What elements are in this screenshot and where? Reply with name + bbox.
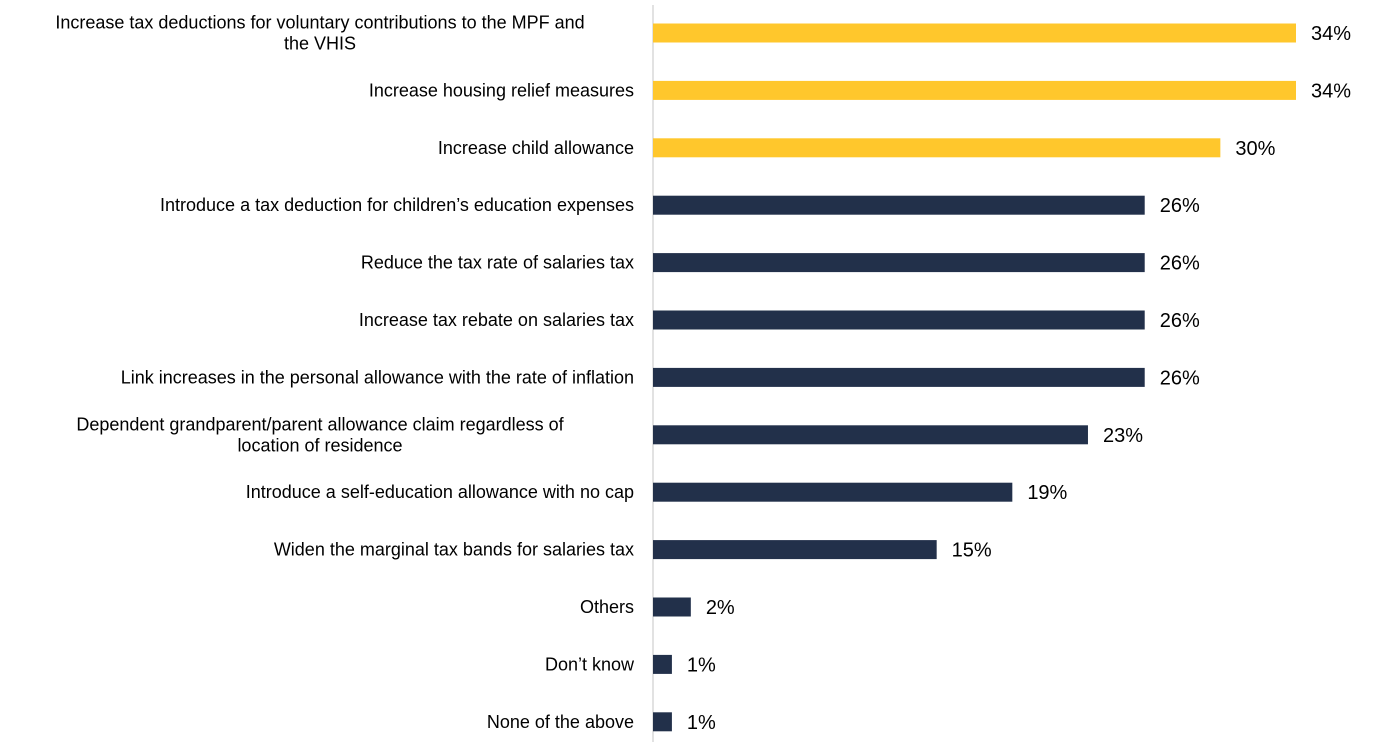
category-label-line: Don’t know bbox=[545, 654, 635, 674]
bar-7 bbox=[653, 425, 1088, 445]
value-label-0: 34% bbox=[1311, 23, 1351, 45]
value-labels-group: 34% 34% 30% 26% 26% 26% 26% 23% 19% 15% 2% 1% 1% bbox=[687, 23, 1351, 734]
category-label-line: Dependent grandparent/parent allowance c… bbox=[76, 414, 564, 434]
category-label-3: Introduce a tax deduction for children’s… bbox=[160, 195, 634, 215]
bar-6 bbox=[653, 367, 1145, 387]
bar-10 bbox=[653, 597, 691, 617]
category-label-2: Increase child allowance bbox=[438, 138, 634, 158]
bar-2 bbox=[653, 138, 1221, 158]
category-label-12: None of the above bbox=[487, 712, 634, 732]
bar-5 bbox=[653, 310, 1145, 330]
value-label-3: 26% bbox=[1160, 195, 1200, 217]
category-label-line: Widen the marginal tax bands for salarie… bbox=[274, 540, 634, 560]
bar-9 bbox=[653, 540, 937, 560]
category-label-line: Introduce a tax deduction for children’s… bbox=[160, 195, 634, 215]
category-label-5: Increase tax rebate on salaries tax bbox=[359, 310, 634, 330]
category-label-line: None of the above bbox=[487, 712, 634, 732]
category-label-line: Increase housing relief measures bbox=[369, 80, 634, 100]
value-label-7: 23% bbox=[1103, 425, 1143, 447]
value-label-5: 26% bbox=[1160, 310, 1200, 332]
category-label-line: Others bbox=[580, 597, 634, 617]
value-label-6: 26% bbox=[1160, 367, 1200, 389]
category-label-line: Introduce a self-education allowance wit… bbox=[246, 482, 634, 502]
value-label-12: 1% bbox=[687, 712, 716, 734]
category-label-line: Increase child allowance bbox=[438, 138, 634, 158]
category-label-6: Link increases in the personal allowance… bbox=[121, 367, 634, 387]
value-label-9: 15% bbox=[952, 540, 992, 562]
bar-8 bbox=[653, 482, 1013, 502]
bar-4 bbox=[653, 253, 1145, 273]
value-label-4: 26% bbox=[1160, 253, 1200, 275]
category-label-11: Don’t know bbox=[545, 654, 635, 674]
bar-1 bbox=[653, 80, 1296, 100]
category-labels-group: Increase tax deductions for voluntary co… bbox=[55, 13, 635, 732]
value-label-10: 2% bbox=[706, 597, 735, 619]
value-label-1: 34% bbox=[1311, 80, 1351, 102]
category-label-10: Others bbox=[580, 597, 634, 617]
category-label-line: Link increases in the personal allowance… bbox=[121, 367, 634, 387]
value-label-11: 1% bbox=[687, 654, 716, 676]
category-label-line: the VHIS bbox=[284, 34, 356, 54]
bar-3 bbox=[653, 195, 1145, 215]
category-label-4: Reduce the tax rate of salaries tax bbox=[361, 253, 634, 273]
category-label-line: Increase tax rebate on salaries tax bbox=[359, 310, 634, 330]
category-label-line: Increase tax deductions for voluntary co… bbox=[55, 13, 584, 33]
category-label-line: Reduce the tax rate of salaries tax bbox=[361, 253, 634, 273]
bars-group bbox=[653, 23, 1296, 732]
bar-12 bbox=[653, 712, 672, 732]
category-label-1: Increase housing relief measures bbox=[369, 80, 634, 100]
category-label-8: Introduce a self-education allowance wit… bbox=[246, 482, 634, 502]
category-label-9: Widen the marginal tax bands for salarie… bbox=[274, 540, 634, 560]
bar-11 bbox=[653, 654, 672, 674]
bar-0 bbox=[653, 23, 1296, 43]
value-label-8: 19% bbox=[1027, 482, 1067, 504]
category-label-line: location of residence bbox=[237, 435, 402, 455]
category-label-7: Dependent grandparent/parent allowance c… bbox=[76, 414, 564, 455]
category-label-0: Increase tax deductions for voluntary co… bbox=[55, 13, 584, 54]
value-label-2: 30% bbox=[1235, 138, 1275, 160]
